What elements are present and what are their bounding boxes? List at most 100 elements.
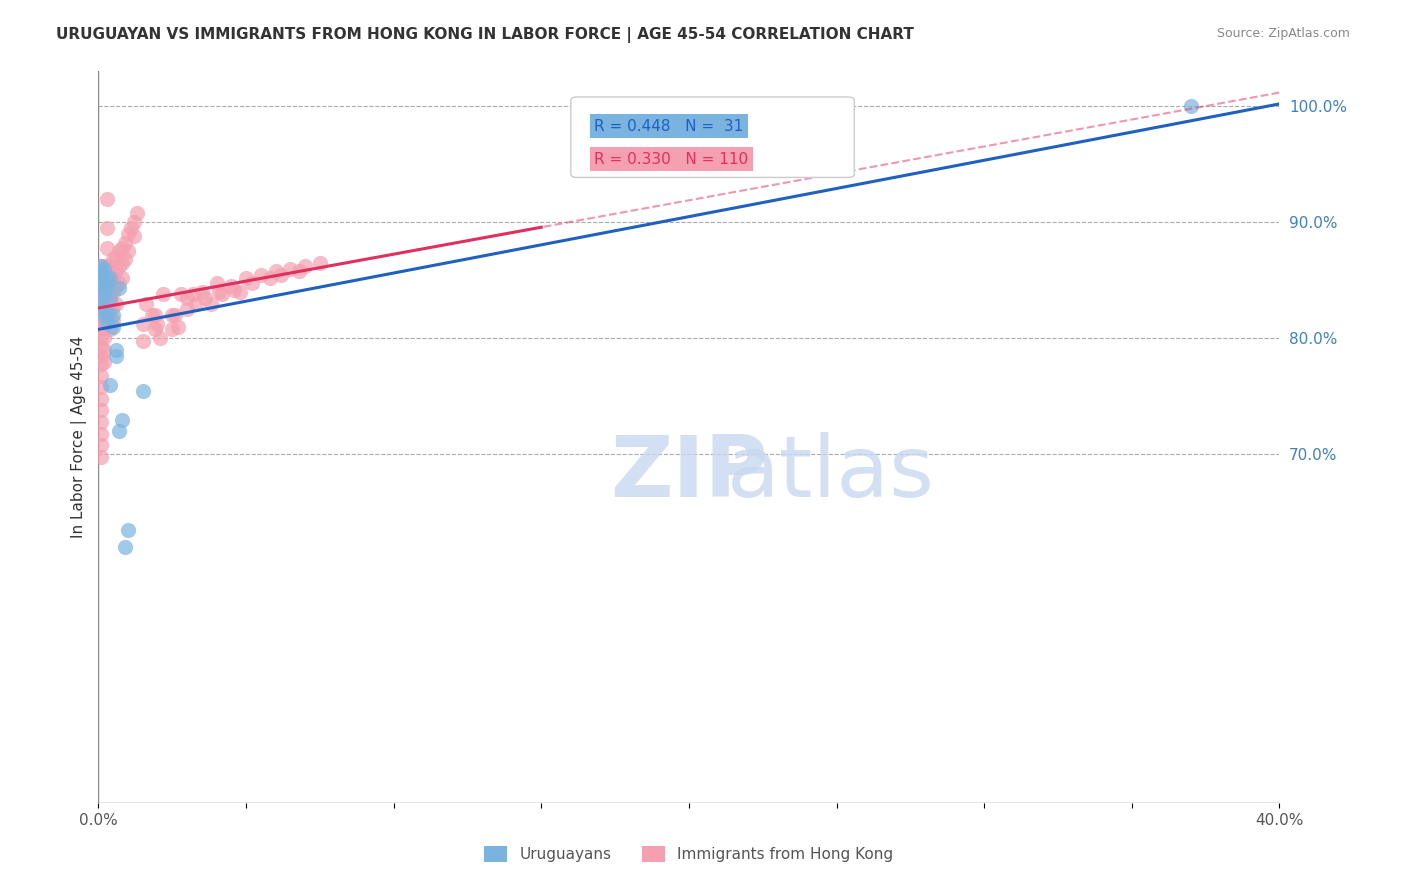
Point <box>167 319 190 334</box>
Point <box>98 273 121 287</box>
Point <box>108 260 131 274</box>
Point <box>96 306 118 320</box>
Point <box>132 384 155 398</box>
Point <box>108 281 131 295</box>
Point <box>176 302 198 317</box>
Text: R = 0.448   N =  31: R = 0.448 N = 31 <box>595 119 744 134</box>
Text: URUGUAYAN VS IMMIGRANTS FROM HONG KONG IN LABOR FORCE | AGE 45-54 CORRELATION CH: URUGUAYAN VS IMMIGRANTS FROM HONG KONG I… <box>56 27 914 43</box>
Point <box>135 296 157 310</box>
Point <box>90 380 112 394</box>
Point <box>96 221 118 235</box>
Point <box>143 322 166 336</box>
Point <box>96 273 118 287</box>
Point <box>96 192 118 206</box>
Point <box>103 319 125 334</box>
Point <box>162 322 183 336</box>
Point <box>93 269 115 284</box>
Point <box>108 276 131 290</box>
Point <box>165 308 187 322</box>
Point <box>93 331 115 345</box>
Point <box>103 314 125 328</box>
Point <box>90 260 112 274</box>
Point <box>90 265 112 279</box>
Point <box>93 291 115 305</box>
Point <box>108 244 131 259</box>
Point <box>98 260 121 274</box>
Point <box>152 287 174 301</box>
Point <box>98 308 121 322</box>
Point <box>143 308 166 322</box>
Text: atlas: atlas <box>727 432 935 516</box>
Point <box>96 271 118 285</box>
Point <box>224 283 246 297</box>
Point <box>288 264 311 278</box>
Point <box>149 331 172 345</box>
Point <box>184 296 207 310</box>
Point <box>250 268 273 282</box>
Point <box>114 236 136 251</box>
Point <box>235 271 257 285</box>
Point <box>98 285 121 299</box>
Point <box>90 266 112 280</box>
Point <box>108 424 131 438</box>
Point <box>141 308 163 322</box>
Point <box>90 308 112 322</box>
Point <box>211 287 233 301</box>
Point <box>90 392 112 406</box>
Legend: Uruguayans, Immigrants from Hong Kong: Uruguayans, Immigrants from Hong Kong <box>478 840 900 868</box>
Point <box>98 377 121 392</box>
Point <box>205 276 228 290</box>
Point <box>90 301 112 316</box>
Point <box>90 322 112 336</box>
Point <box>96 316 118 330</box>
Point <box>219 279 242 293</box>
Point <box>96 281 118 295</box>
Point <box>90 264 112 278</box>
Point <box>96 279 118 293</box>
Point <box>96 291 118 305</box>
Point <box>103 308 125 322</box>
Point <box>114 252 136 267</box>
Point <box>90 287 112 301</box>
Point <box>264 264 287 278</box>
Point <box>90 331 112 345</box>
Point <box>93 287 115 301</box>
Point <box>93 299 115 313</box>
Point <box>105 343 128 357</box>
Point <box>278 261 302 276</box>
Point <box>90 349 112 363</box>
Point <box>90 272 112 286</box>
Point <box>90 271 112 285</box>
Point <box>105 250 128 264</box>
Point <box>105 349 128 363</box>
Point <box>105 264 128 278</box>
Point <box>90 415 112 429</box>
Point <box>93 276 115 290</box>
Point <box>93 308 115 322</box>
Point <box>90 426 112 441</box>
Point <box>170 287 193 301</box>
Point <box>90 403 112 417</box>
Point <box>93 283 115 297</box>
Point <box>90 294 112 309</box>
Point <box>90 283 112 297</box>
Point <box>93 260 115 274</box>
Point <box>259 271 281 285</box>
Point <box>111 271 134 285</box>
Point <box>240 276 263 290</box>
Point <box>111 241 134 255</box>
Point <box>90 276 112 290</box>
Point <box>111 256 134 270</box>
Point <box>90 438 112 452</box>
Point <box>122 229 145 244</box>
Y-axis label: In Labor Force | Age 45-54: In Labor Force | Age 45-54 <box>72 336 87 538</box>
Point <box>200 296 222 310</box>
Text: Source: ZipAtlas.com: Source: ZipAtlas.com <box>1216 27 1350 40</box>
Text: ZIP: ZIP <box>610 432 768 516</box>
Point <box>176 291 198 305</box>
Point <box>93 354 115 368</box>
Point <box>132 318 155 332</box>
Point <box>98 296 121 310</box>
Point <box>98 291 121 305</box>
Point <box>98 271 121 285</box>
